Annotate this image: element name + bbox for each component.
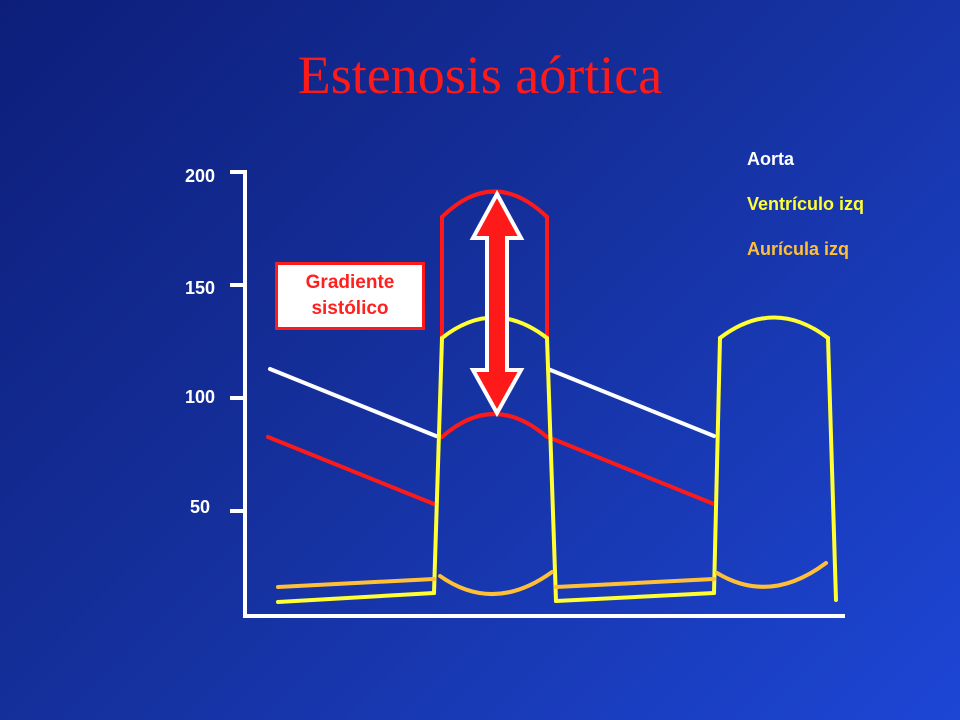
legend-atrium: Aurícula izq: [747, 239, 850, 259]
axes: 200 150 100 50: [185, 166, 845, 618]
y-tick-label-50: 50: [190, 497, 210, 517]
ventricle-downstroke-2: [826, 336, 838, 602]
atrium-segment-2: [554, 577, 716, 589]
atrium-v-wave-1: [438, 570, 554, 596]
ventricle-downstroke-1: [545, 336, 558, 603]
gradient-arrow: [469, 189, 525, 418]
aorta-segment-2: [546, 367, 716, 438]
ventricle-base-1: [276, 591, 436, 604]
ventricle-peak-2: [718, 315, 830, 340]
legend-ventricle: Ventrículo izq: [747, 194, 865, 214]
gradient-label-line1: Gradiente: [305, 272, 395, 293]
red-top-arc: [440, 189, 549, 219]
y-tick-label-150: 150: [185, 278, 215, 298]
aorta-curve: [268, 367, 716, 438]
gradient-annotation-box: Gradiente sistólico: [275, 262, 425, 330]
slide-title: Estenosis aórtica: [297, 45, 663, 105]
ventricle-upstroke-1: [432, 336, 444, 595]
legend-aorta: Aorta: [747, 149, 795, 169]
atrium-curve: [276, 561, 828, 596]
aorta-segment-1: [268, 367, 438, 438]
ventricle-curve: [276, 315, 838, 604]
red-lower-arc: [440, 412, 549, 439]
y-tick-label-200: 200: [185, 166, 215, 186]
ventricle-base-2: [554, 591, 716, 603]
atrium-segment-1: [276, 577, 436, 589]
red-diastolic-1: [266, 435, 436, 506]
atrium-v-wave-2: [715, 561, 828, 589]
gradient-label-line2: sistólico: [311, 298, 389, 319]
ventricle-upstroke-2: [712, 336, 722, 595]
red-diastolic-2: [546, 435, 716, 506]
legend: Aorta Ventrículo izq Aurícula izq: [747, 147, 864, 282]
gradient-curve: [266, 189, 716, 506]
y-tick-label-100: 100: [185, 387, 215, 407]
